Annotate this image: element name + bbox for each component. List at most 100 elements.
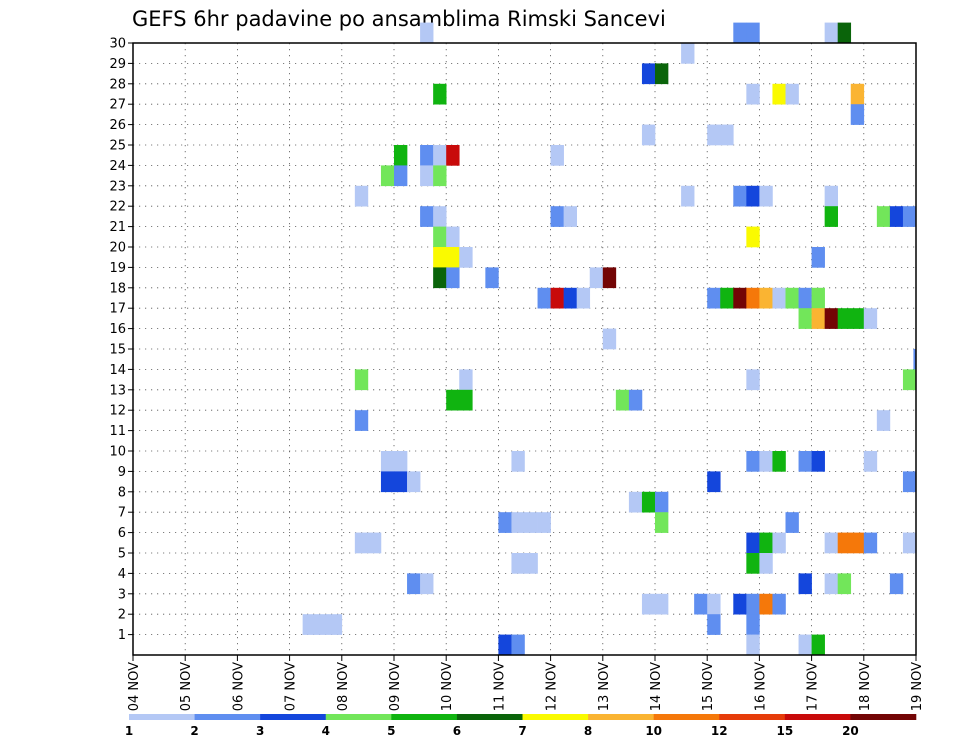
heatmap-cell: [641, 491, 656, 513]
legend-label: 10: [645, 724, 662, 738]
heatmap-cell: [772, 451, 786, 472]
heatmap-cell: [446, 226, 460, 248]
heatmap-cell: [902, 369, 917, 391]
heatmap-cell: [824, 206, 838, 227]
heatmap-cell: [380, 451, 395, 472]
x-tick-label: 05 NOV: [179, 662, 194, 711]
heatmap-cell: [746, 553, 760, 574]
heatmap-cell: [746, 634, 760, 656]
heatmap-cell: [889, 206, 904, 227]
heatmap-cell: [902, 532, 917, 554]
heatmap-cell: [785, 512, 799, 533]
heatmap-cell: [407, 573, 421, 595]
heatmap-cell: [811, 634, 825, 656]
y-tick-label: 30: [109, 37, 126, 52]
heatmap-cell: [707, 593, 721, 615]
heatmap-cell: [563, 206, 577, 227]
heatmap-cell: [354, 185, 369, 207]
heatmap-cell: [641, 124, 656, 146]
x-tick-label: 15 NOV: [701, 662, 716, 711]
heatmap-cell: [498, 512, 512, 533]
heatmap-cell: [550, 206, 564, 227]
heatmap-cell: [798, 451, 812, 472]
heatmap-cell: [433, 206, 447, 227]
heatmap-cell: [420, 145, 434, 166]
heatmap-cell: [446, 267, 460, 289]
heatmap-cell: [446, 389, 460, 411]
y-tick-label: 23: [109, 179, 126, 194]
heatmap-cell: [913, 349, 917, 370]
heatmap-cell: [902, 471, 917, 493]
heatmap-cell: [824, 185, 838, 207]
y-tick-label: 25: [109, 139, 126, 154]
heatmap-cell: [746, 83, 760, 105]
heatmap-cell: [394, 165, 408, 187]
y-tick-label: 8: [118, 485, 126, 500]
heatmap-cell: [902, 206, 917, 227]
legend-label: 6: [453, 724, 461, 738]
y-tick-label: 1: [118, 628, 126, 643]
heatmap-cell: [824, 532, 838, 554]
y-tick-label: 18: [109, 281, 126, 296]
heatmap-cell: [798, 573, 812, 595]
x-tick-label: 16 NOV: [753, 662, 768, 711]
legend-label: 2: [190, 724, 198, 738]
heatmap-cell: [798, 634, 812, 656]
heatmap-cell: [459, 369, 473, 391]
heatmap-cell: [759, 532, 773, 554]
legend-label: 7: [518, 724, 526, 738]
heatmap-cell: [681, 43, 695, 64]
legend-swatch: [129, 714, 195, 720]
legend-label: 5: [387, 724, 395, 738]
heatmap-cell: [511, 634, 525, 656]
y-tick-label: 17: [109, 302, 126, 317]
heatmap-cell: [302, 614, 316, 635]
heatmap-cell: [798, 287, 812, 309]
heatmap-cell: [354, 410, 369, 431]
legend-swatch: [850, 714, 917, 720]
heatmap-cell: [850, 104, 865, 125]
y-tick-label: 6: [118, 526, 126, 541]
heatmap-cell: [746, 226, 760, 248]
x-tick-label: 17 NOV: [806, 662, 821, 711]
y-tick-label: 28: [109, 77, 126, 92]
heatmap-cell: [733, 185, 747, 207]
heatmap-cell: [850, 308, 865, 329]
heatmap-cell: [511, 512, 525, 533]
y-tick-label: 19: [109, 261, 126, 276]
heatmap-cell: [850, 532, 865, 554]
y-tick-label: 11: [109, 424, 126, 439]
legend-label: 1: [125, 724, 133, 738]
heatmap-cell: [420, 22, 434, 44]
x-tick-label: 19 NOV: [910, 662, 925, 711]
legend-swatch: [588, 714, 654, 720]
legend-swatch: [260, 714, 327, 720]
heatmap-cell: [811, 451, 825, 472]
heatmap-cell: [746, 614, 760, 635]
x-tick-label: 04 NOV: [127, 662, 142, 711]
heatmap-cell: [811, 247, 825, 268]
y-tick-label: 15: [109, 343, 126, 358]
heatmap-cell: [641, 593, 656, 615]
heatmap-cell: [694, 593, 708, 615]
heatmap-cell: [655, 512, 669, 533]
heatmap-cell: [811, 287, 825, 309]
y-tick-label: 4: [118, 567, 126, 582]
heatmap-cell: [772, 593, 786, 615]
y-tick-label: 10: [109, 445, 126, 460]
heatmap-cell: [733, 593, 747, 615]
heatmap-cell: [655, 593, 669, 615]
x-tick-label: 18 NOV: [858, 662, 873, 711]
heatmap-cell: [707, 614, 721, 635]
legend-swatch: [325, 714, 392, 720]
heatmap-cell: [837, 308, 852, 329]
heatmap-cell: [720, 287, 734, 309]
heatmap-cell: [498, 634, 512, 656]
y-tick-label: 26: [109, 118, 126, 133]
heatmap-cell: [759, 287, 773, 309]
heatmap-cell: [733, 287, 747, 309]
legend-swatch: [194, 714, 261, 720]
heatmap-cell: [889, 573, 904, 595]
heatmap-cell: [380, 471, 395, 493]
y-tick-label: 2: [118, 608, 126, 623]
